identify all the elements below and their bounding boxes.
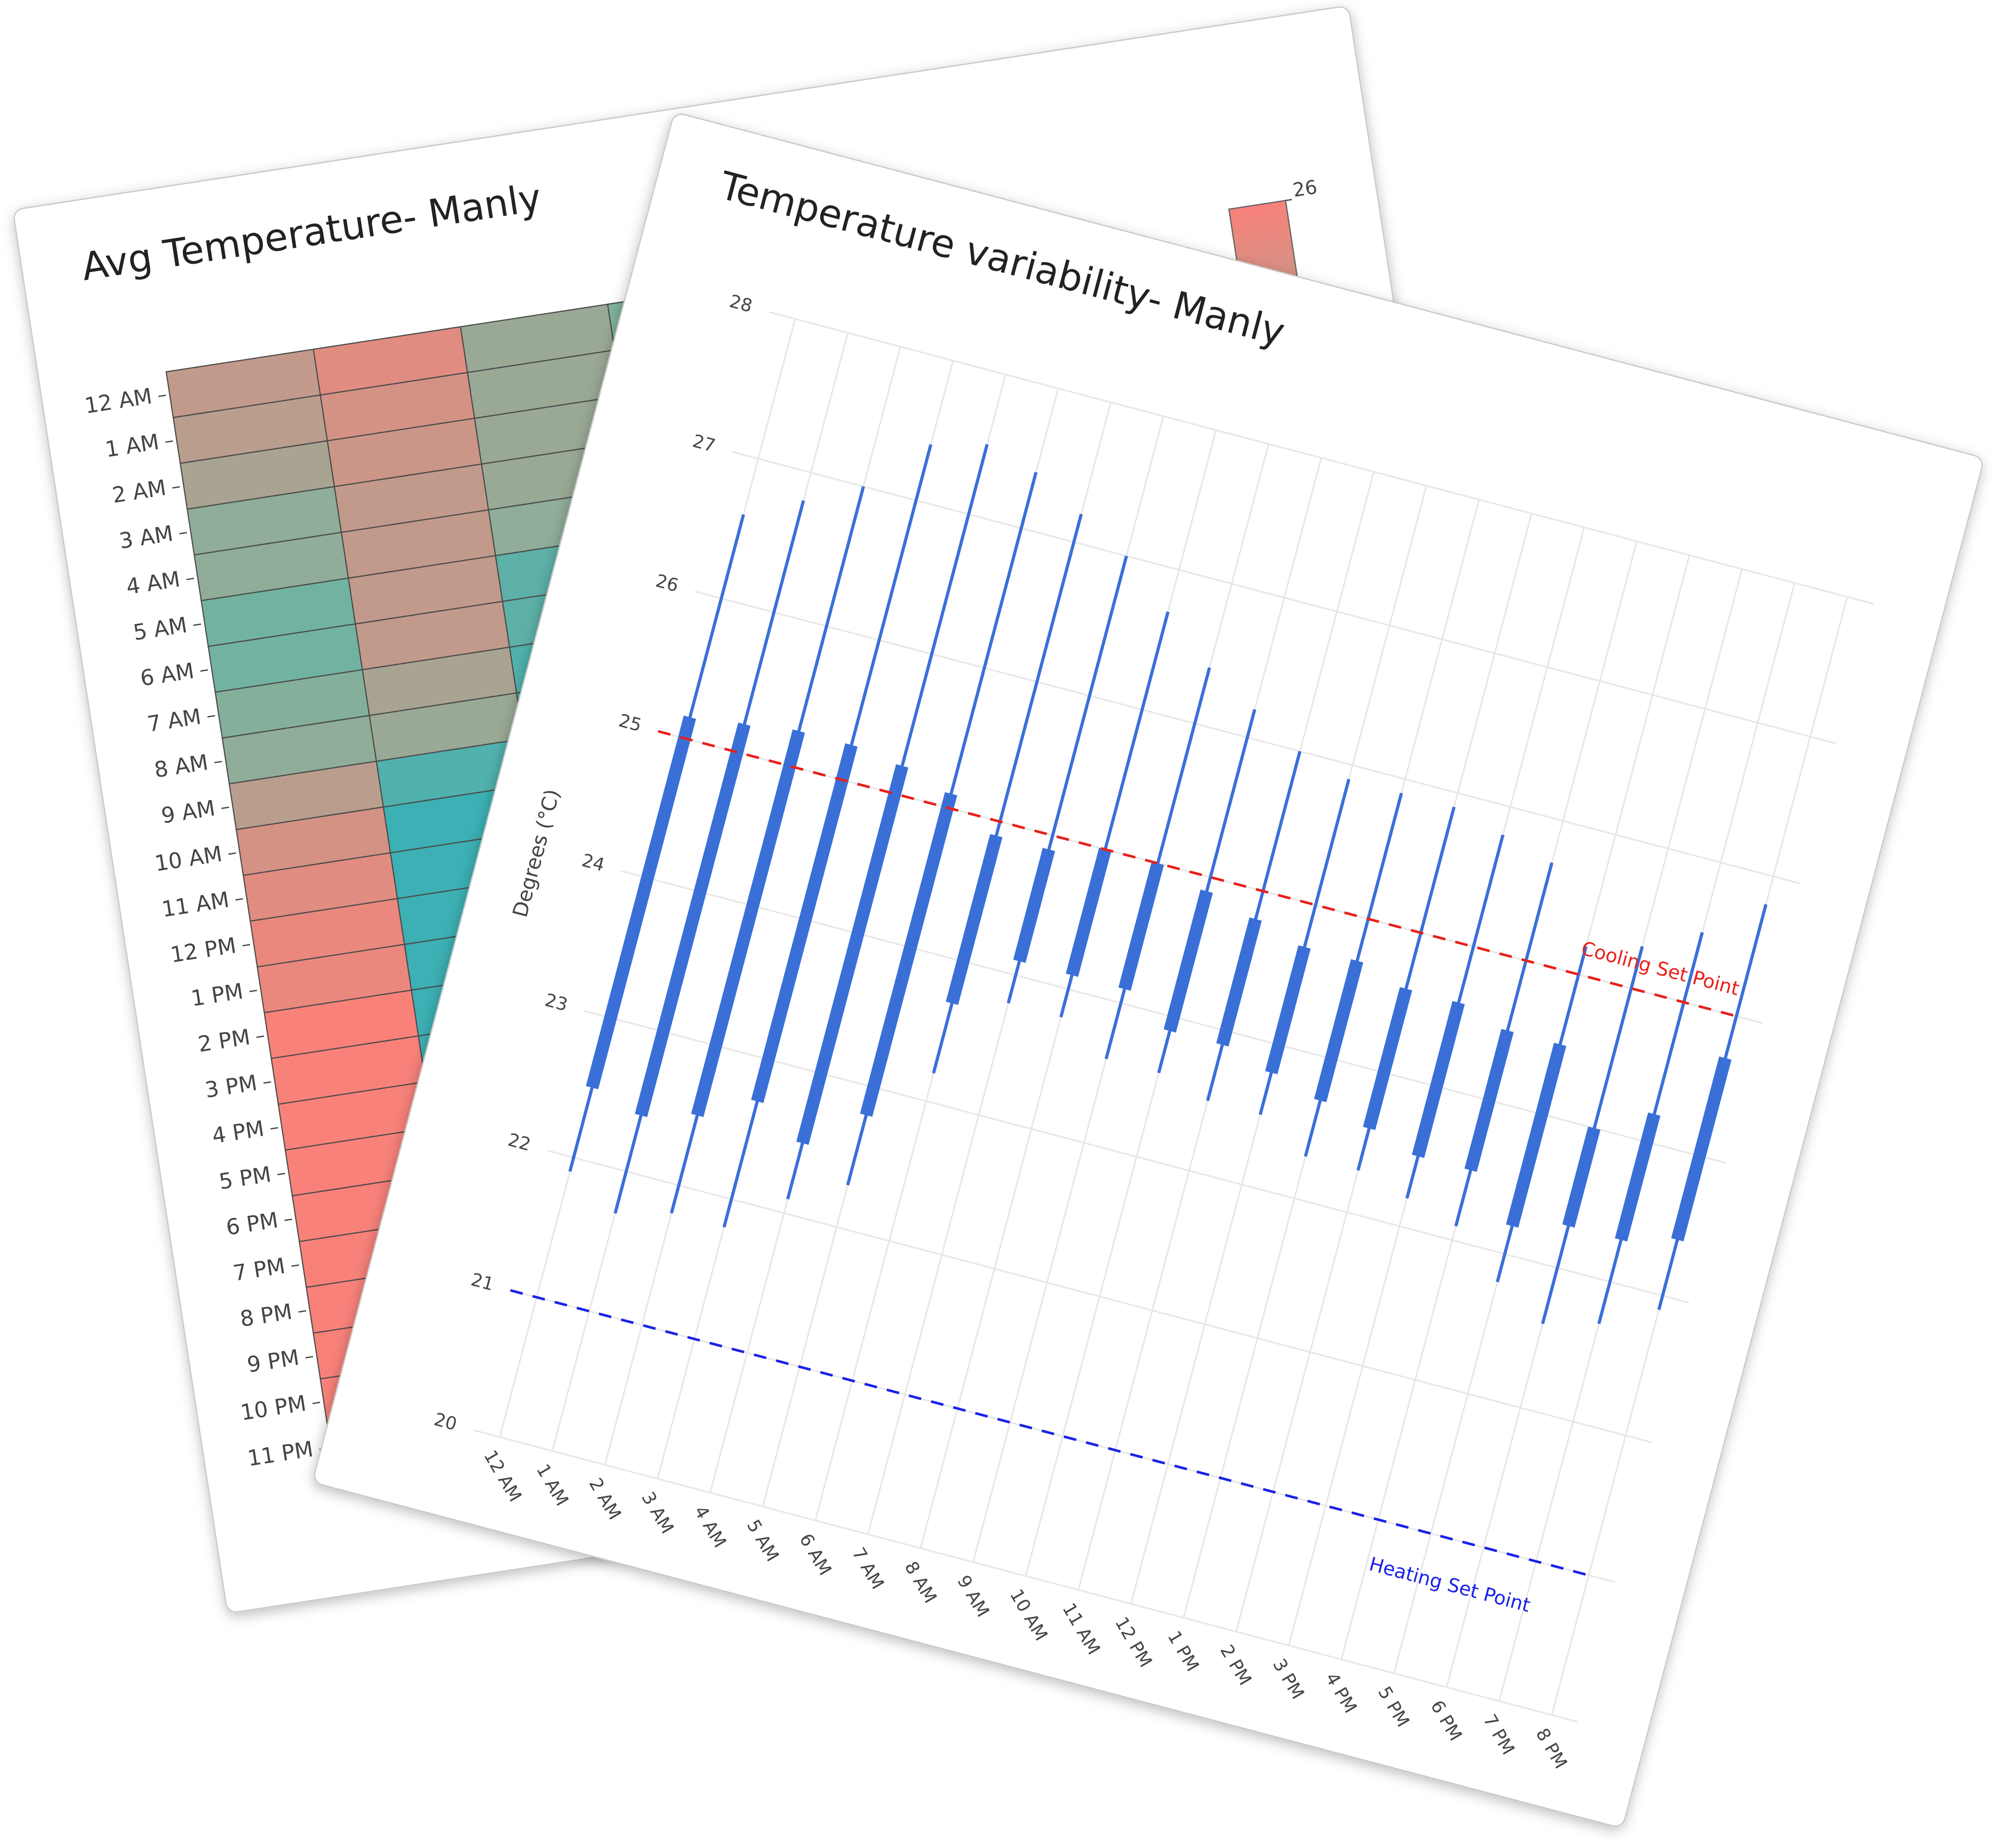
box [586, 715, 696, 1089]
box [751, 743, 858, 1103]
y-tick [200, 669, 208, 672]
reference-line [510, 1289, 1591, 1577]
box-card: Temperature variability- Manly Degrees (… [314, 113, 1983, 1827]
box [1562, 1126, 1601, 1228]
colorbar-tick [1285, 198, 1292, 202]
box [1671, 1056, 1732, 1241]
box [796, 764, 909, 1145]
y-tick [172, 486, 180, 489]
box [1412, 1001, 1465, 1158]
y-tick [312, 1402, 320, 1405]
box [945, 834, 1003, 1005]
y-tick [284, 1218, 292, 1221]
box [691, 729, 805, 1117]
box [1118, 862, 1164, 991]
y-tick [305, 1356, 314, 1359]
y-tick [214, 761, 222, 764]
y-tick [158, 394, 166, 397]
y-tick [165, 440, 173, 443]
box [634, 722, 751, 1117]
box [1013, 847, 1055, 963]
box [1066, 847, 1112, 977]
y-tick [298, 1310, 307, 1313]
y-tick [270, 1127, 278, 1130]
box [1216, 917, 1262, 1046]
reference-line [658, 730, 1739, 1018]
y-tick [207, 715, 215, 718]
box [860, 792, 958, 1117]
box [1163, 889, 1213, 1033]
box [1265, 945, 1311, 1075]
box [1314, 959, 1364, 1103]
y-tick [235, 898, 243, 901]
y-tick [221, 807, 229, 809]
y-tick [242, 944, 251, 946]
y-tick [263, 1081, 271, 1084]
y-tick [291, 1264, 300, 1267]
y-tick [277, 1173, 285, 1176]
box [1615, 1112, 1661, 1242]
box [1363, 987, 1413, 1130]
box [1464, 1029, 1514, 1172]
y-tick [256, 1035, 264, 1038]
grid-line [768, 311, 1874, 605]
colorbar-tick-label: 26 [1291, 176, 1319, 202]
y-tick [179, 532, 187, 535]
y-tick [186, 577, 194, 580]
y-tick [228, 852, 236, 855]
box [1506, 1042, 1567, 1228]
y-tick [193, 623, 202, 626]
grid-line [473, 1429, 1578, 1723]
y-tick [249, 989, 258, 992]
card [314, 113, 1983, 1827]
